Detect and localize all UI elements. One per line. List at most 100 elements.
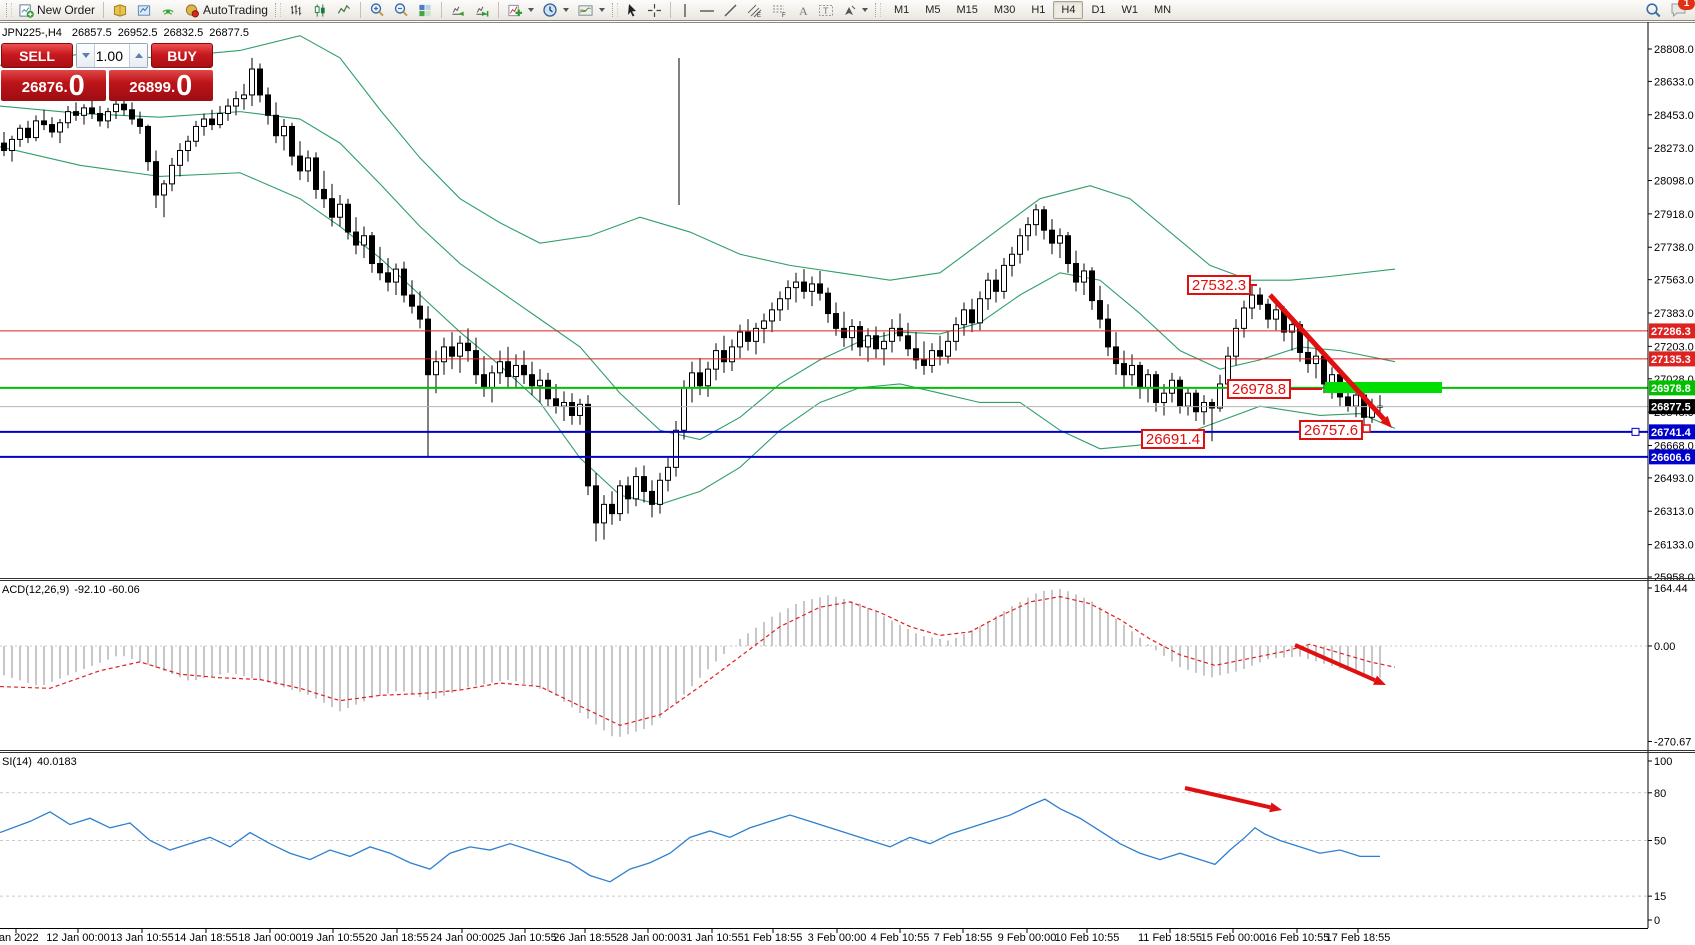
charts-window-button[interactable] xyxy=(132,1,156,19)
rsi-value: 40.0183 xyxy=(36,756,77,768)
candle-body xyxy=(633,476,639,500)
rsi-line xyxy=(0,798,1380,883)
candle-body xyxy=(1057,235,1063,244)
equidistant-channel-tool-button[interactable]: E xyxy=(742,1,767,19)
bar-chart-button[interactable] xyxy=(284,1,308,19)
line-chart-button[interactable] xyxy=(332,1,356,19)
timeframe-button-D1[interactable]: D1 xyxy=(1091,4,1106,16)
candlestick-chart-button[interactable] xyxy=(308,1,332,19)
line-handle[interactable] xyxy=(1631,427,1640,436)
arrow-shaft xyxy=(1268,293,1386,421)
price-callout-26757.6[interactable]: 26757.6 xyxy=(1299,420,1371,440)
timeframe-button-M15[interactable]: M15 xyxy=(956,4,978,16)
green-zone-highlight[interactable] xyxy=(1325,382,1442,393)
candle-body xyxy=(33,120,39,139)
crosshair-tool-button[interactable] xyxy=(643,1,666,19)
equidistant-channel-icon: E xyxy=(747,4,762,18)
date-label: Jan 2022 xyxy=(0,932,39,944)
timeframe-button-W1[interactable]: W1 xyxy=(1121,4,1139,16)
sell-price-display[interactable]: 26876. 0 xyxy=(1,70,106,101)
buy-price-display[interactable]: 26899. 0 xyxy=(108,70,213,101)
candle-body xyxy=(1113,346,1119,365)
dropdown-caret xyxy=(598,8,605,12)
price-axis-label: 28633.0 xyxy=(1654,76,1694,88)
candle-body xyxy=(329,198,335,218)
candle-body xyxy=(289,125,295,157)
text-label-tool-button[interactable]: T xyxy=(814,1,838,19)
date-label: 19 Jan 10:55 xyxy=(301,932,365,944)
macd-params: ACD(12,26,9) xyxy=(2,584,70,596)
chart-canvas[interactable]: 27532.3 26978.8 26691.4 26757.6 28808.0 28633… xyxy=(0,22,1695,945)
arrow-head xyxy=(1373,675,1386,685)
candle-body xyxy=(153,161,159,196)
text-tool-button[interactable]: A xyxy=(792,1,814,19)
autotrading-label: AutoTrading xyxy=(203,3,268,17)
timeframe-button-M30[interactable]: M30 xyxy=(993,4,1016,16)
toolbar-grip[interactable] xyxy=(611,3,618,17)
horizontal-line-tool-button[interactable] xyxy=(695,1,719,19)
zoom-out-button[interactable] xyxy=(389,1,413,19)
date-label: 24 Jan 00:00 xyxy=(430,932,494,944)
price-callout-26978.8[interactable]: 26978.8 xyxy=(1227,379,1322,399)
candle-body xyxy=(849,326,855,339)
tile-windows-button[interactable] xyxy=(413,1,437,19)
toolbar-grip[interactable] xyxy=(6,3,12,17)
volume-increase-button[interactable] xyxy=(129,44,147,67)
trendline-tool-button[interactable] xyxy=(719,1,742,19)
trade-history-button[interactable] xyxy=(108,1,132,19)
autotrading-button[interactable]: AutoTrading xyxy=(180,1,272,19)
new-order-button[interactable]: New Order xyxy=(15,1,99,19)
rsi-axis-label: 0 xyxy=(1654,915,1660,927)
candle-body xyxy=(617,485,623,515)
timeframe-button-H1[interactable]: H1 xyxy=(1031,4,1046,16)
date-label: 3 Feb 00:00 xyxy=(808,932,867,944)
auto-scroll-button[interactable] xyxy=(446,1,470,19)
cursor-tool-button[interactable] xyxy=(621,1,643,19)
buy-button[interactable]: BUY xyxy=(151,43,213,68)
candle-body xyxy=(609,503,615,515)
vertical-line-icon xyxy=(684,3,686,17)
toolbar-grip[interactable] xyxy=(274,3,281,17)
candle-body xyxy=(1321,355,1327,385)
candle-body xyxy=(233,98,239,107)
price-callout-26691.4[interactable]: 26691.4 xyxy=(1141,429,1205,449)
timeframe-button-MN[interactable]: MN xyxy=(1154,4,1172,16)
chart-shift-button[interactable] xyxy=(470,1,494,19)
toolbar-grip[interactable] xyxy=(874,3,881,17)
signals-button[interactable] xyxy=(156,1,180,19)
timeframe-button-M5[interactable]: M5 xyxy=(925,4,941,16)
macd-axis-label: 0.00 xyxy=(1654,641,1675,653)
candle-body xyxy=(1161,392,1167,403)
periods-button[interactable] xyxy=(538,1,573,19)
badge-rect xyxy=(1649,424,1695,440)
downtrend-arrow[interactable] xyxy=(1268,293,1392,428)
notifications-button[interactable]: 1 xyxy=(1670,0,1695,18)
timeframe-button-H4[interactable]: H4 xyxy=(1053,1,1084,19)
templates-button[interactable] xyxy=(573,1,609,19)
toolbar: New Order AutoTrading E F A T M1 M5 M15 M30… xyxy=(0,0,1695,21)
arrows-tool-button[interactable] xyxy=(838,1,872,19)
volume-input[interactable]: 1.00 xyxy=(95,47,123,64)
macd-down-arrow[interactable] xyxy=(1294,643,1386,685)
indicators-button[interactable] xyxy=(503,1,538,19)
search-icon[interactable] xyxy=(1645,2,1662,19)
sell-button[interactable]: SELL xyxy=(1,43,73,68)
price-callout-27532.3[interactable]: 27532.3 xyxy=(1187,275,1257,295)
price-badge-27286.3: 27286.3 xyxy=(1649,323,1695,339)
decimal-point: . xyxy=(63,79,68,96)
rsi-down-arrow[interactable] xyxy=(1184,786,1282,813)
macd-values: -92.10 -60.06 xyxy=(74,584,140,596)
volume-decrease-button[interactable] xyxy=(77,44,95,67)
arrow-shaft xyxy=(1294,643,1376,683)
candle-body xyxy=(297,155,303,172)
zoom-in-button[interactable] xyxy=(365,1,389,19)
vertical-line-tool-button[interactable] xyxy=(675,1,695,19)
candle-body xyxy=(769,309,775,322)
fibonacci-tool-button[interactable]: F xyxy=(767,1,792,19)
timeframe-button-M1[interactable]: M1 xyxy=(893,4,910,16)
candle-body xyxy=(1273,309,1279,320)
candle-body xyxy=(393,268,399,283)
decimal-point: . xyxy=(170,79,176,96)
candle-body xyxy=(305,157,311,172)
